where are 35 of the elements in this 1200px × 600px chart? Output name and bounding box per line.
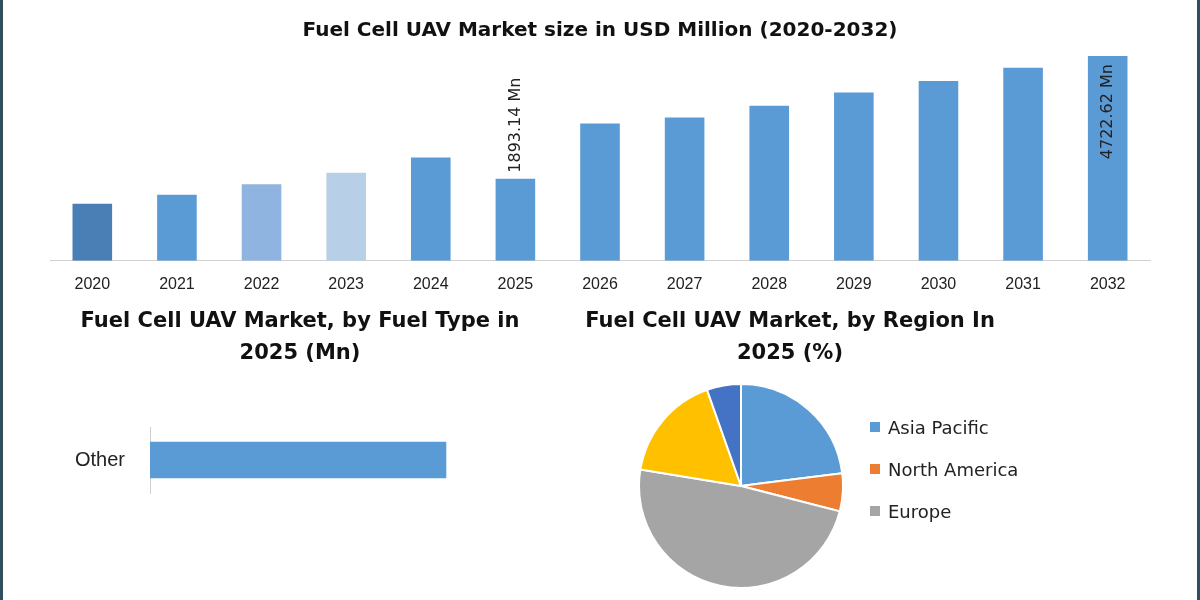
chart-title: Fuel Cell UAV Market, by Region In 2025 (%) xyxy=(584,307,996,366)
data-label: 4722.62 Mn xyxy=(1096,64,1116,160)
x-tick-label: 2024 xyxy=(412,274,449,292)
x-tick-label: 2031 xyxy=(1005,274,1041,292)
bar xyxy=(495,178,536,261)
bar xyxy=(834,92,874,261)
x-tick-label: 2025 xyxy=(497,274,534,292)
legend-label: North America xyxy=(888,458,1019,480)
bar xyxy=(326,172,366,261)
legend-label: Asia Pacific xyxy=(888,416,989,438)
x-tick-label: 2020 xyxy=(74,274,111,292)
legend-label: Europe xyxy=(888,500,952,522)
bar xyxy=(72,203,113,261)
y-tick-label: Other xyxy=(74,447,126,470)
bar xyxy=(241,184,282,261)
x-tick-label: 2032 xyxy=(1089,274,1126,292)
chart-title: Fuel Cell UAV Market, by Fuel Type in 2025 (Mn) xyxy=(79,307,521,366)
bar xyxy=(580,123,620,261)
bar xyxy=(1087,56,1128,261)
x-tick-label: 2026 xyxy=(582,274,618,292)
bar xyxy=(664,117,705,261)
x-tick-label: 2022 xyxy=(243,274,280,292)
x-tick-label: 2023 xyxy=(328,274,365,292)
x-tick-label: 2029 xyxy=(836,274,872,292)
chart-title: Fuel Cell UAV Market size in USD Million (2020-2032) xyxy=(301,16,899,43)
bar xyxy=(157,194,197,261)
x-tick-label: 2021 xyxy=(159,274,195,292)
x-tick-label: 2027 xyxy=(666,274,703,292)
bar xyxy=(410,157,451,261)
bar xyxy=(749,105,790,261)
data-label: 1893.14 Mn xyxy=(504,77,524,173)
bar xyxy=(918,81,959,261)
bar xyxy=(1003,67,1043,261)
x-tick-label: 2030 xyxy=(920,274,957,292)
x-tick-label: 2028 xyxy=(751,274,788,292)
